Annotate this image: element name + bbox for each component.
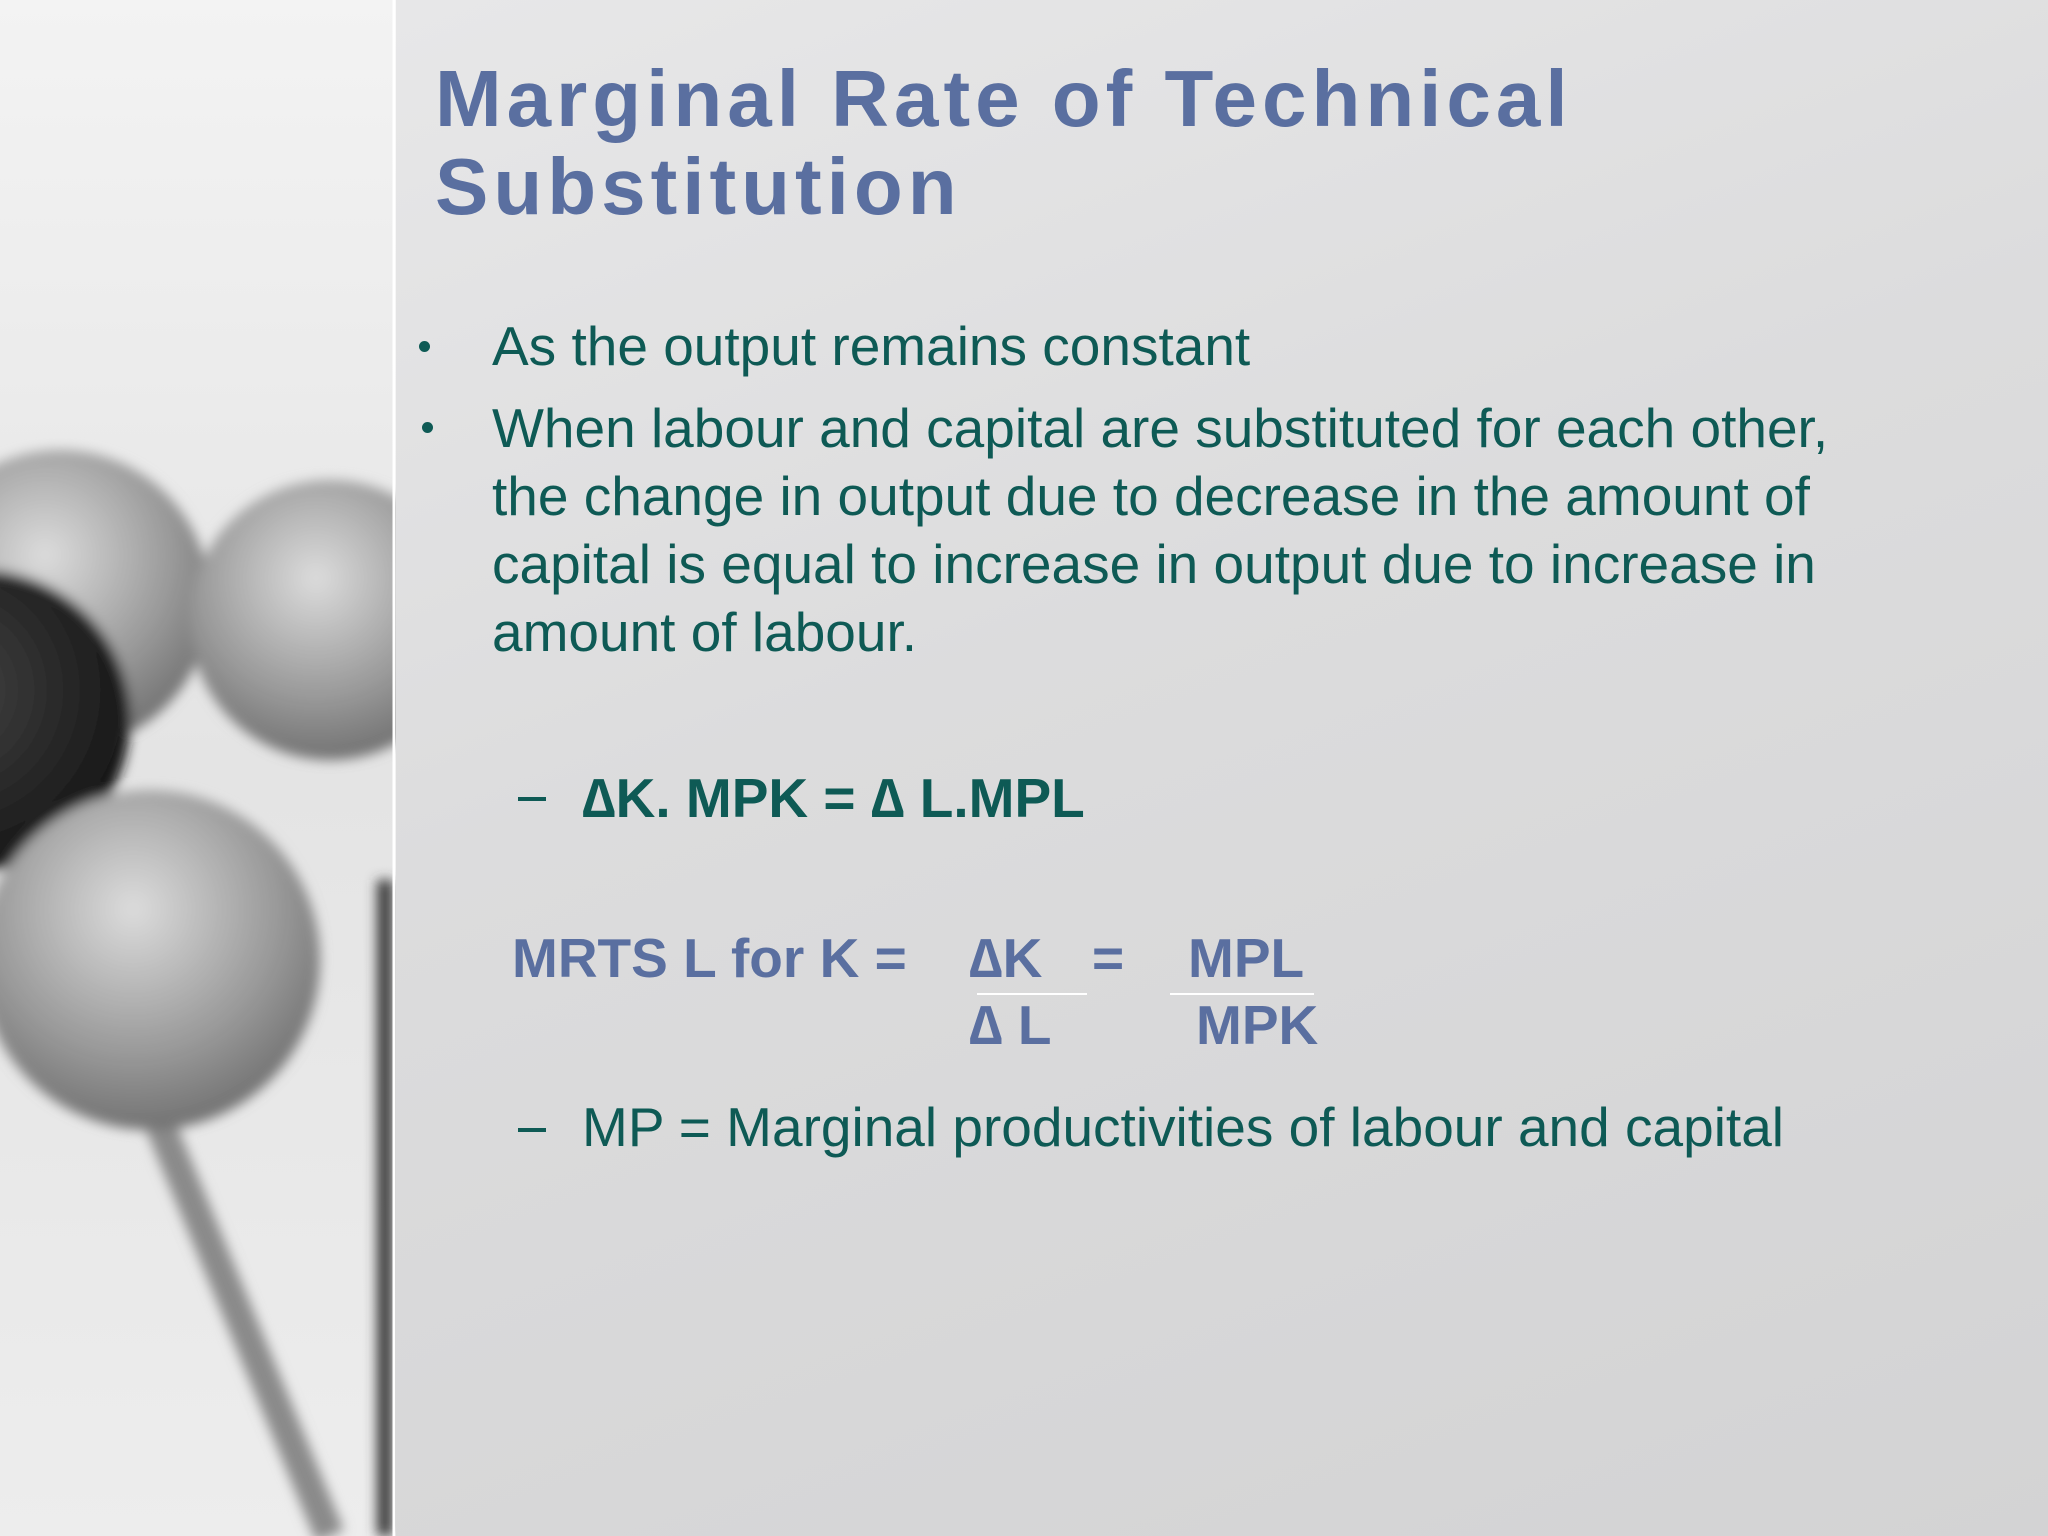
formula: ∆K. MPK = ∆ L.MPL <box>582 767 1085 829</box>
mrts-label: MRTS L for K = <box>512 927 907 989</box>
bullet-marker <box>422 422 433 433</box>
equals: = <box>1092 927 1125 989</box>
dash-marker <box>518 1128 546 1132</box>
bullet-text: As the output remains constant <box>492 315 1251 377</box>
decor-photo <box>0 0 396 1536</box>
numerator: ∆K <box>969 927 1043 989</box>
denominator: MPK <box>1196 994 1319 1056</box>
slide-title: Marginal Rate of Technical Substitution <box>435 54 1573 231</box>
denominator: ∆ L <box>969 994 1052 1056</box>
bullet-text: When labour and capital are substituted … <box>492 397 1829 663</box>
fraction-line <box>977 993 1087 995</box>
fraction-line <box>1170 993 1314 995</box>
numerator: MPL <box>1188 927 1305 989</box>
bullet-marker <box>419 341 430 352</box>
note: MP = Marginal productivities of labour a… <box>582 1096 1784 1158</box>
dash-marker <box>518 797 546 801</box>
